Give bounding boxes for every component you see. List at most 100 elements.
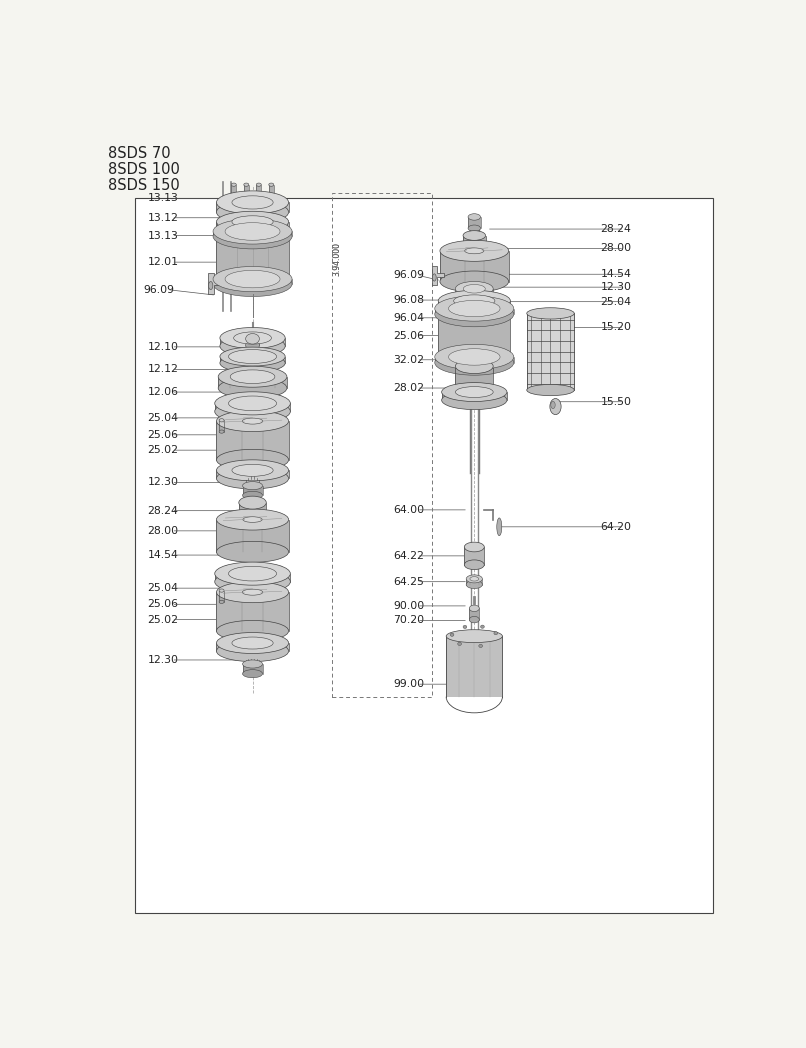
Ellipse shape [243, 418, 263, 424]
Ellipse shape [239, 496, 266, 509]
Ellipse shape [231, 370, 275, 384]
Text: 28.00: 28.00 [147, 526, 179, 536]
Bar [135, 198, 713, 913]
Ellipse shape [256, 198, 261, 201]
Ellipse shape [243, 198, 249, 201]
Bar [442, 392, 507, 400]
Polygon shape [432, 266, 444, 285]
Ellipse shape [550, 398, 561, 415]
Ellipse shape [232, 196, 273, 209]
Ellipse shape [217, 191, 289, 214]
Ellipse shape [433, 274, 436, 281]
Text: 64.20: 64.20 [600, 522, 631, 531]
Text: 25.04: 25.04 [147, 583, 179, 593]
Bar [217, 234, 289, 282]
Text: 28.24: 28.24 [600, 224, 631, 234]
Ellipse shape [220, 327, 285, 349]
Text: 8SDS 150: 8SDS 150 [108, 178, 180, 193]
Bar [527, 313, 574, 390]
Ellipse shape [278, 570, 283, 573]
Ellipse shape [243, 183, 249, 187]
Ellipse shape [479, 645, 483, 648]
Ellipse shape [217, 200, 289, 223]
Ellipse shape [434, 350, 513, 375]
Ellipse shape [217, 467, 289, 488]
Ellipse shape [214, 400, 290, 423]
Bar [220, 339, 285, 346]
Ellipse shape [220, 347, 285, 366]
Bar [464, 547, 484, 565]
Text: 90.00: 90.00 [393, 601, 424, 611]
Ellipse shape [239, 510, 266, 524]
Text: 64.22: 64.22 [393, 551, 424, 561]
Text: 64.00: 64.00 [393, 505, 424, 515]
Ellipse shape [234, 332, 272, 344]
Bar [468, 217, 480, 228]
Text: 15.20: 15.20 [600, 323, 631, 332]
Ellipse shape [278, 566, 282, 569]
Ellipse shape [217, 271, 289, 292]
Bar [243, 485, 263, 496]
Ellipse shape [214, 562, 290, 585]
Ellipse shape [447, 630, 502, 642]
Bar [332, 193, 432, 697]
Text: 25.04: 25.04 [600, 297, 631, 307]
Ellipse shape [438, 301, 510, 322]
Ellipse shape [470, 576, 479, 581]
Ellipse shape [219, 419, 224, 422]
Bar [218, 376, 287, 388]
Ellipse shape [253, 401, 257, 405]
Ellipse shape [226, 570, 230, 573]
Ellipse shape [232, 464, 273, 477]
Ellipse shape [217, 460, 289, 481]
Bar [463, 236, 485, 248]
Ellipse shape [458, 642, 462, 646]
Text: 96.09: 96.09 [143, 285, 174, 294]
Ellipse shape [232, 216, 273, 227]
Ellipse shape [209, 282, 213, 289]
Ellipse shape [243, 492, 263, 500]
Ellipse shape [214, 392, 290, 415]
Text: 12.06: 12.06 [147, 387, 179, 397]
Ellipse shape [434, 345, 513, 370]
Text: 8SDS 100: 8SDS 100 [108, 162, 180, 177]
Text: 14.54: 14.54 [147, 550, 178, 560]
Ellipse shape [527, 308, 574, 319]
Text: 12.01: 12.01 [147, 257, 179, 267]
Text: 25.04: 25.04 [147, 413, 179, 423]
Bar [217, 421, 289, 460]
Bar [434, 357, 513, 363]
Ellipse shape [219, 601, 224, 604]
Ellipse shape [228, 350, 276, 364]
Ellipse shape [225, 270, 280, 288]
Text: 70.20: 70.20 [393, 615, 424, 626]
Bar [243, 664, 263, 674]
Ellipse shape [231, 198, 236, 201]
Ellipse shape [469, 616, 480, 623]
Ellipse shape [243, 660, 263, 668]
Text: 28.24: 28.24 [147, 506, 178, 516]
Ellipse shape [438, 290, 510, 311]
Text: 13.13: 13.13 [147, 194, 178, 203]
Ellipse shape [243, 482, 263, 489]
Ellipse shape [268, 183, 274, 187]
Ellipse shape [213, 271, 292, 297]
Ellipse shape [232, 637, 273, 649]
Ellipse shape [220, 353, 285, 372]
Ellipse shape [220, 335, 285, 356]
Ellipse shape [217, 218, 289, 239]
Ellipse shape [225, 566, 230, 569]
Ellipse shape [226, 400, 230, 403]
Bar [434, 308, 513, 314]
Ellipse shape [434, 296, 513, 321]
Bar [455, 289, 493, 296]
Bar [217, 520, 289, 552]
Ellipse shape [231, 183, 236, 187]
Text: 12.12: 12.12 [147, 365, 178, 374]
Bar [219, 420, 224, 432]
Bar [466, 578, 483, 585]
Ellipse shape [442, 391, 507, 410]
Ellipse shape [217, 640, 289, 661]
Ellipse shape [451, 633, 454, 636]
Ellipse shape [213, 266, 292, 291]
